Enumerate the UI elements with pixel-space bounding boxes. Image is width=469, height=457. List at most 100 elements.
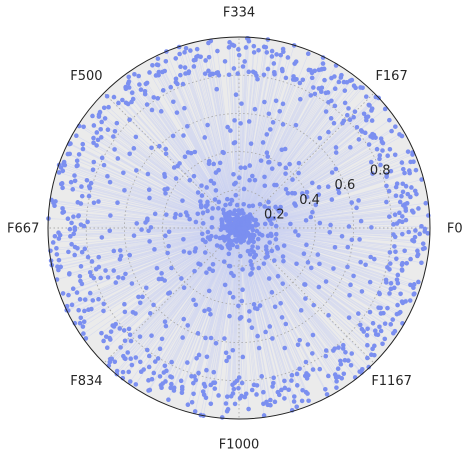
data-point <box>323 348 329 353</box>
data-point <box>222 336 227 341</box>
data-point <box>72 227 78 233</box>
data-point <box>343 349 348 355</box>
data-point <box>249 262 254 268</box>
data-point <box>399 267 405 272</box>
data-point <box>207 237 213 242</box>
data-point <box>111 324 117 329</box>
data-point <box>345 244 351 250</box>
stem-line <box>82 195 240 229</box>
data-point <box>376 290 382 296</box>
data-point <box>173 76 179 82</box>
data-point <box>168 385 173 391</box>
data-point <box>132 71 137 77</box>
data-point <box>264 50 270 55</box>
data-point <box>107 179 113 185</box>
data-point <box>82 246 88 252</box>
data-point <box>147 387 153 393</box>
data-point <box>311 302 317 308</box>
data-point <box>366 102 372 108</box>
data-point <box>389 128 394 134</box>
data-point <box>402 170 407 176</box>
data-point <box>247 177 252 183</box>
data-point <box>296 233 301 238</box>
data-point <box>262 221 268 227</box>
data-point <box>150 63 155 68</box>
data-point <box>142 91 148 97</box>
data-point <box>369 118 375 123</box>
data-point <box>367 279 373 285</box>
data-point <box>265 154 271 159</box>
data-point <box>367 309 373 315</box>
data-point <box>163 151 169 157</box>
data-point <box>187 177 193 183</box>
data-point <box>267 240 272 245</box>
data-point <box>236 52 242 58</box>
data-point <box>402 248 407 254</box>
data-point <box>122 338 128 344</box>
data-point <box>264 150 270 155</box>
data-point <box>358 128 364 133</box>
radial-tick-label: 0.8 <box>370 164 391 179</box>
data-point <box>68 234 73 239</box>
data-point <box>238 121 243 126</box>
data-point <box>137 82 142 87</box>
data-point <box>181 285 187 290</box>
data-point <box>129 362 135 368</box>
data-point <box>52 233 58 239</box>
data-point <box>77 320 83 326</box>
data-point <box>230 242 236 248</box>
data-point <box>209 215 215 221</box>
data-point <box>329 75 334 81</box>
data-point <box>269 54 275 59</box>
data-point <box>202 250 208 255</box>
data-point <box>345 358 351 363</box>
data-point <box>133 311 138 316</box>
data-point <box>249 325 255 331</box>
data-point <box>351 273 356 279</box>
data-point <box>231 66 237 71</box>
stem-line <box>237 73 240 229</box>
data-point <box>96 114 102 119</box>
data-point <box>62 162 68 168</box>
data-point <box>293 122 299 128</box>
data-point <box>214 70 219 76</box>
data-point <box>198 262 203 267</box>
data-point <box>365 355 370 361</box>
data-point <box>279 147 285 153</box>
data-point <box>147 195 152 201</box>
data-point <box>214 86 220 92</box>
data-point <box>221 259 227 264</box>
data-point <box>242 59 247 64</box>
data-point <box>166 243 171 249</box>
data-point <box>192 374 197 379</box>
data-point <box>208 311 213 317</box>
data-point <box>204 185 209 190</box>
data-point <box>231 386 237 392</box>
data-point <box>385 153 390 159</box>
data-point <box>378 305 383 311</box>
data-point <box>70 187 76 192</box>
data-point <box>149 107 155 113</box>
data-point <box>287 161 292 167</box>
data-point <box>374 146 380 152</box>
data-point <box>222 59 228 64</box>
data-point <box>82 297 88 302</box>
data-point <box>206 40 211 46</box>
data-point <box>344 112 350 118</box>
data-point <box>282 378 287 384</box>
data-point <box>246 318 252 323</box>
data-point <box>163 323 169 329</box>
data-point <box>169 359 174 365</box>
data-point <box>251 302 257 307</box>
data-point <box>126 369 131 375</box>
data-point <box>165 250 170 256</box>
data-point <box>388 280 394 286</box>
data-point <box>57 232 63 238</box>
data-point <box>133 355 139 360</box>
data-point <box>235 71 241 76</box>
data-point <box>261 44 267 50</box>
data-point <box>323 387 328 392</box>
data-point <box>341 118 347 124</box>
data-point <box>279 387 284 393</box>
data-point <box>126 74 132 80</box>
